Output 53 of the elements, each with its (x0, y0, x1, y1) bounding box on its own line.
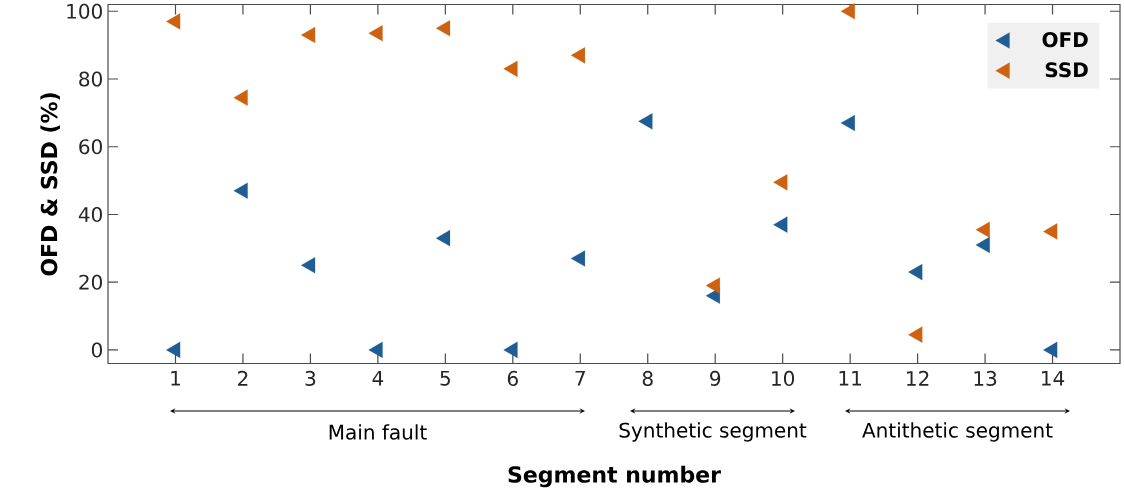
text: Synthetic segment (619, 422, 807, 442)
y-tick-label: 80 (79, 71, 102, 87)
x-tick-label: 12 (907, 370, 929, 386)
point (233, 182, 248, 199)
point (300, 26, 316, 44)
y-tick-label: 100 (67, 3, 102, 19)
legend-label: SSD (1045, 62, 1088, 78)
point (570, 47, 586, 64)
point (840, 114, 855, 132)
x-tick-label: 5 (440, 370, 450, 386)
point (908, 326, 923, 343)
point (773, 174, 788, 191)
point (503, 60, 518, 78)
x-axis-title: Segment number (508, 465, 721, 488)
x-tick-label: 7 (575, 370, 585, 386)
x-tick-label: 9 (710, 370, 721, 387)
legend-label: OFD (1042, 32, 1088, 48)
x-tick-label: 13 (974, 370, 997, 387)
point (570, 250, 586, 267)
x-tick-label: 2 (238, 370, 248, 386)
point (1043, 341, 1058, 359)
point (368, 341, 383, 359)
point (975, 236, 990, 254)
point (166, 13, 181, 30)
x-tick-label: 6 (507, 370, 518, 387)
x-tick-label: 10 (772, 370, 795, 387)
x-tick-label: 3 (305, 370, 316, 387)
point (300, 257, 316, 274)
point (840, 3, 855, 20)
point (503, 341, 518, 359)
y-tick-label: 0 (91, 342, 102, 358)
x-tick-label: 14 (1042, 370, 1065, 386)
x-tick-label: 8 (642, 370, 653, 387)
point (233, 89, 248, 106)
point (773, 216, 788, 233)
point (638, 113, 653, 130)
point (166, 341, 181, 359)
x-tick-label: 1 (171, 370, 180, 386)
point (435, 230, 451, 247)
y-tick-label: 60 (79, 139, 102, 155)
text: Antithetic segment (862, 422, 1053, 442)
point (1043, 223, 1058, 240)
text: Main fault (329, 424, 427, 440)
point (975, 221, 990, 238)
y-tick-label: 40 (78, 206, 102, 223)
point (705, 277, 720, 294)
x-tick-label: 11 (839, 370, 861, 386)
y-tick-label: 20 (79, 274, 102, 290)
y-axis-title: OFD & SSD (%) (40, 93, 60, 276)
point (908, 263, 923, 281)
x-tick-label: 4 (372, 370, 384, 386)
point (435, 20, 451, 37)
point (368, 25, 383, 42)
